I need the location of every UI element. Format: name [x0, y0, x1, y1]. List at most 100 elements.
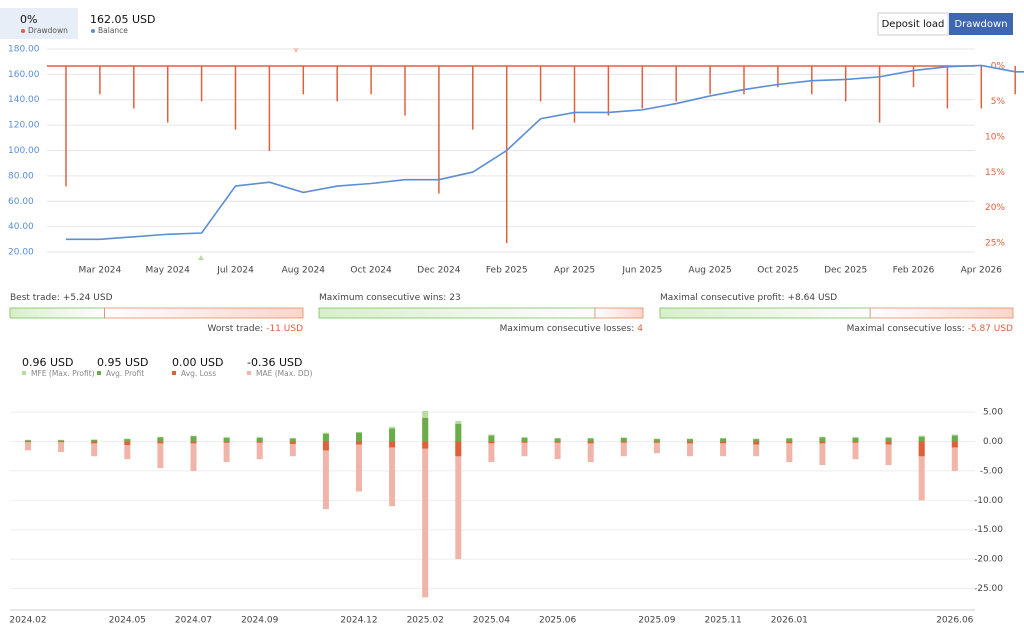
bar	[190, 436, 197, 442]
bar	[322, 441, 329, 510]
bar	[620, 441, 627, 443]
x-tick-label: 2024.07	[175, 616, 212, 626]
ratio-bad	[104, 307, 304, 319]
y-tick-label: 5.00	[983, 408, 1003, 418]
legend-label: Drawdown	[28, 26, 68, 35]
bar	[554, 441, 561, 443]
bar	[587, 441, 594, 444]
ratio-good	[659, 307, 871, 319]
bar	[786, 441, 793, 463]
summary-value: 0.00 USD	[172, 356, 224, 369]
x-tick-label: 2025.09	[638, 616, 675, 626]
bar	[58, 441, 65, 453]
y2-tick-label: 20%	[985, 203, 1005, 213]
bar	[587, 438, 594, 442]
y-tick-label: -5.00	[980, 466, 1004, 476]
legend-label: Avg. Loss	[181, 369, 216, 378]
stat-label: Maximal consecutive loss: -5.87 USD	[847, 324, 1013, 334]
summary-value: 0.95 USD	[97, 356, 149, 369]
bar	[157, 441, 164, 468]
x-tick-label: Dec 2024	[417, 266, 460, 276]
bar	[356, 441, 362, 492]
y-tick-label: -20.00	[974, 555, 1003, 565]
summary-value: 0%	[20, 13, 37, 26]
y-tick-label: -10.00	[974, 496, 1003, 506]
bar	[885, 441, 892, 445]
bar	[157, 437, 164, 442]
x-tick-label: 2025.02	[407, 616, 444, 626]
x-tick-label: Jul 2024	[216, 266, 254, 276]
bar	[918, 436, 925, 442]
bar	[157, 441, 164, 444]
legend-label: MAE (Max. DD)	[256, 369, 312, 378]
bar	[951, 435, 958, 442]
bar	[786, 438, 793, 442]
bar	[124, 441, 131, 460]
legend-label: Avg. Profit	[106, 369, 144, 378]
x-tick-label: 2025.11	[704, 616, 741, 626]
y-tick-label: 120.00	[8, 121, 40, 131]
x-tick-label: 2026.01	[771, 616, 808, 626]
legend-swatch	[22, 371, 26, 375]
bar	[786, 441, 793, 444]
x-tick-label: Jun 2025	[621, 266, 662, 276]
tab-button-active[interactable]	[949, 13, 1013, 35]
bar	[389, 428, 396, 442]
tab-button[interactable]	[877, 12, 949, 36]
stat-label: Worst trade: -11 USD	[208, 324, 304, 334]
bar	[852, 441, 859, 443]
tab-label[interactable]: Deposit load	[882, 19, 945, 30]
legend-dot	[91, 29, 95, 33]
bar	[25, 440, 31, 442]
bar	[256, 437, 263, 442]
x-tick-label: Apr 2025	[554, 266, 595, 276]
y2-tick-label: 25%	[985, 239, 1005, 249]
tab-label[interactable]: Drawdown	[954, 19, 1007, 30]
legend-swatch	[172, 371, 176, 375]
bar	[488, 435, 495, 442]
bar	[91, 441, 98, 444]
stat-label: Best trade: +5.24 USD	[10, 293, 113, 303]
bar	[819, 441, 826, 444]
x-tick-label: 2024.09	[241, 616, 278, 626]
bar	[356, 432, 362, 442]
balance-line	[66, 64, 1024, 241]
y-tick-label: 80.00	[8, 171, 34, 181]
bar	[124, 441, 131, 446]
marker	[198, 255, 204, 260]
x-tick-label: Aug 2025	[688, 266, 731, 276]
ratio-good	[9, 307, 105, 319]
y2-tick-label: 10%	[985, 132, 1005, 142]
active-summary-bg	[0, 8, 78, 39]
y-tick-label: 40.00	[8, 222, 34, 232]
x-tick-label: Oct 2024	[350, 266, 392, 276]
bar	[25, 441, 31, 443]
x-tick-label: Feb 2026	[893, 266, 935, 276]
bar	[885, 437, 892, 442]
y-tick-label: -25.00	[974, 584, 1003, 594]
bar	[720, 441, 727, 444]
bar	[322, 433, 329, 442]
y-tick-label: 100.00	[8, 146, 40, 156]
bar	[852, 441, 859, 460]
bar	[720, 438, 727, 442]
stat-label: Maximal consecutive profit: +8.64 USD	[660, 293, 837, 303]
bar	[389, 441, 396, 507]
bar	[687, 441, 693, 444]
bar	[653, 441, 660, 443]
x-tick-label: 2024.02	[9, 616, 46, 626]
bar	[488, 441, 495, 444]
legend-swatch	[97, 371, 101, 375]
x-tick-label: Apr 2026	[961, 266, 1003, 276]
bar	[620, 441, 627, 457]
bar	[653, 441, 660, 454]
x-tick-label: 2026.06	[936, 616, 973, 626]
ratio-bad	[594, 307, 644, 319]
bar	[918, 441, 925, 457]
y2-tick-label: 5%	[991, 97, 1006, 107]
bar	[91, 439, 98, 442]
ratio-good	[318, 307, 596, 319]
bar	[753, 439, 760, 442]
legend-dot	[21, 29, 25, 33]
x-tick-label: 2024.05	[109, 616, 146, 626]
